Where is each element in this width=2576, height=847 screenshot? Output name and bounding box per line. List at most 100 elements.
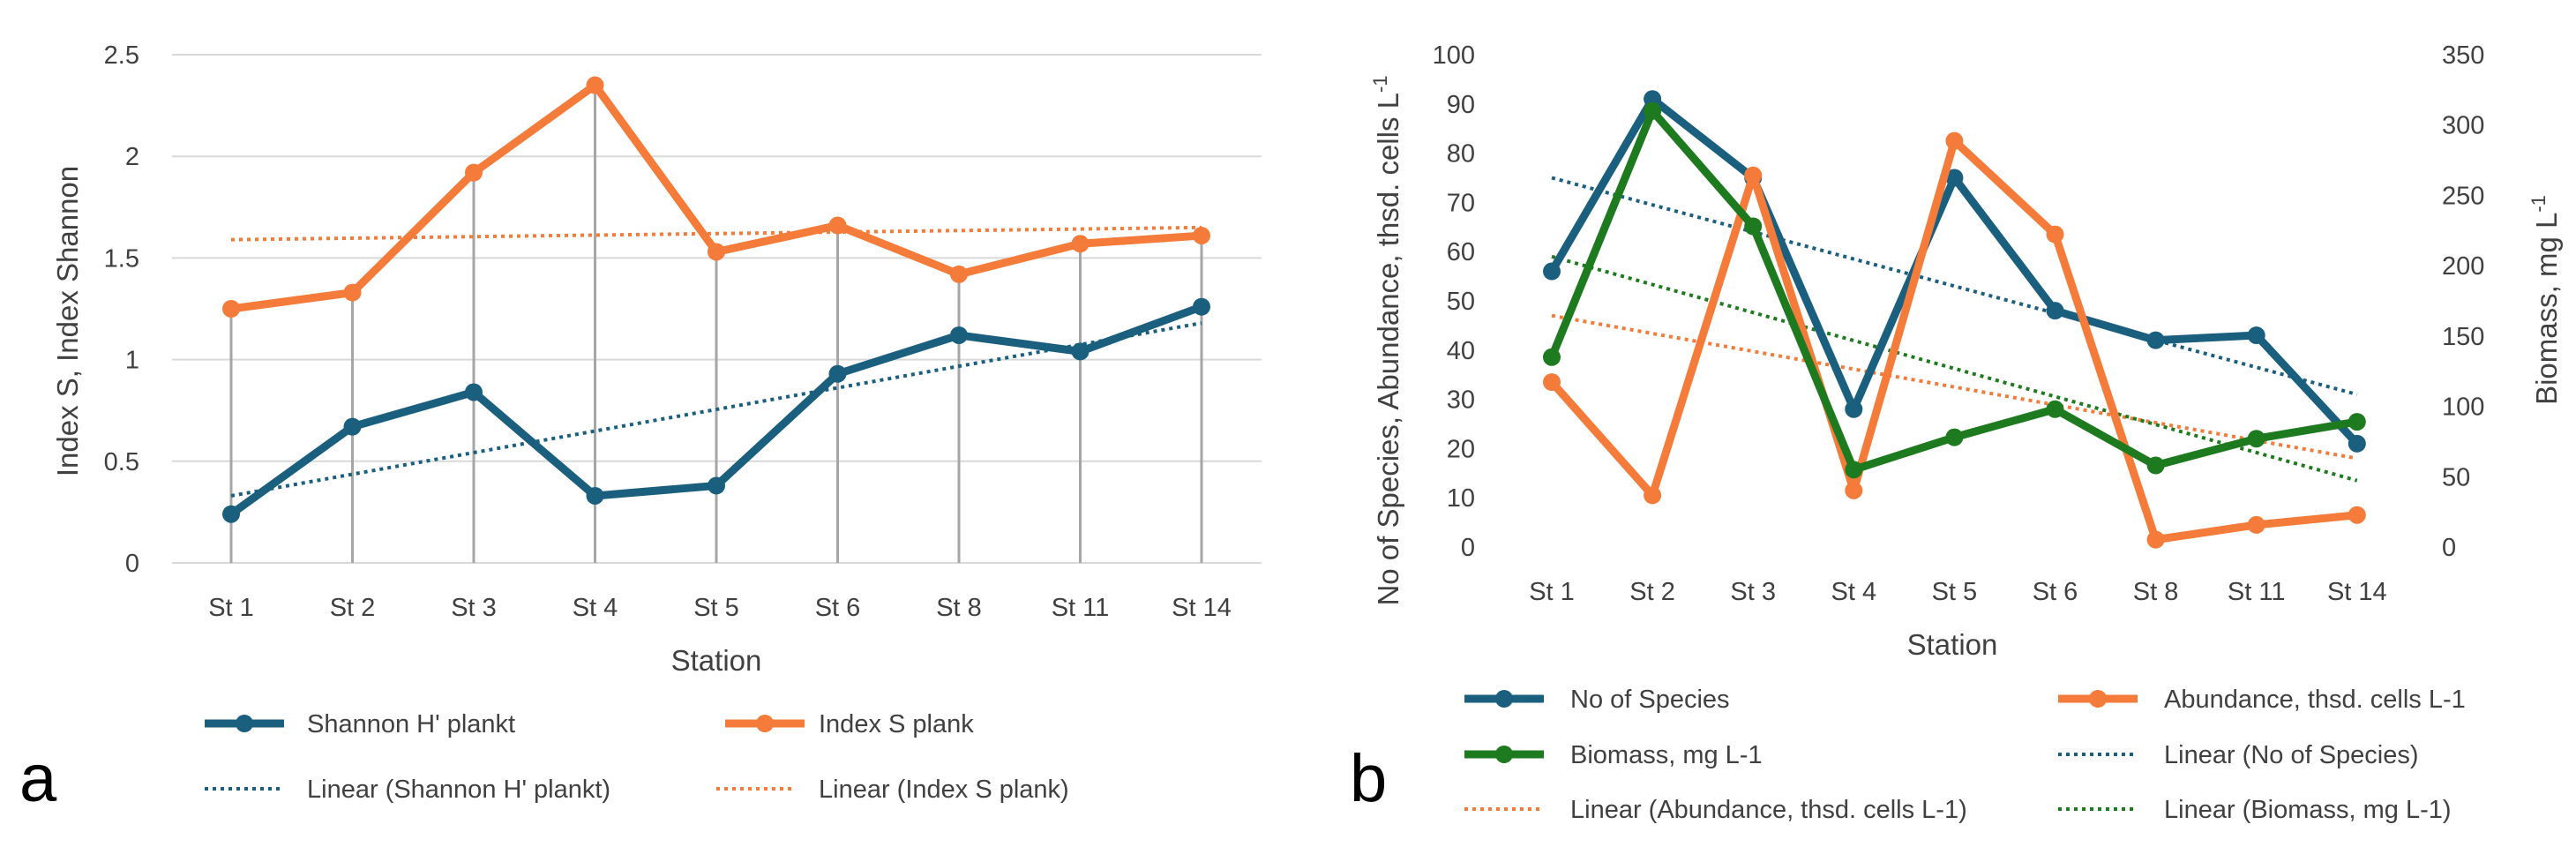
panel-b-point-biomass-mg-l-1-st-1	[1543, 348, 1561, 366]
panel-a-point-shannon-h-plankt-st-14	[1193, 297, 1210, 316]
panel-b-chart: 0 10 20 30 40 50 60 70 80 90 100 0 50 100 150 200 250 30…	[1350, 41, 2563, 824]
panel-a-point-index-s-plank-st-5	[708, 243, 725, 261]
panel-b-point-biomass-mg-l-1-st-4	[1845, 461, 1863, 479]
panel-a-y-tick-1: 1	[125, 347, 139, 375]
legend-marker-no-of-species	[1495, 690, 1513, 708]
panel-a-y-tick-2-5: 2.5	[104, 41, 139, 70]
panel-b-point-abundance-thsd-cells-l-1-st-5	[1945, 131, 1964, 150]
legend-item-no-of-species: No of Species	[1464, 686, 1730, 714]
panel-b-left-y-tick-labels: 0 10 20 30 40 50 60 70 80 90 100	[1433, 41, 1475, 562]
panel-a-point-shannon-h-plankt-st-8	[950, 326, 968, 344]
legend-label-biomass: Biomass, mg L-1	[1570, 741, 1763, 769]
panel-b-trendlines	[1551, 176, 2358, 483]
legend-marker-shannon	[236, 715, 253, 732]
panel-b-right-y-tick-50: 50	[2442, 463, 2470, 491]
panel-a-y-tick-0-5: 0.5	[104, 448, 139, 476]
panel-b-left-y-tick-20: 20	[1447, 435, 1475, 463]
panel-b-point-no-of-species-st-4	[1845, 400, 1863, 418]
panel-b-right-y-axis-title: Biomass, mg L-1	[2527, 195, 2563, 405]
panel-b-left-y-tick-80: 80	[1447, 140, 1475, 169]
panel-a-point-index-s-plank-st-1	[222, 300, 240, 318]
legend-marker-index-s	[756, 715, 774, 732]
legend-item-shannon: Shannon H' plankt	[205, 710, 515, 738]
panel-a-x-tick-st-1: St 1	[208, 594, 254, 622]
legend-label-linear-biomass: Linear (Biomass, mg L-1)	[2164, 796, 2452, 824]
legend-marker-biomass	[1495, 746, 1513, 763]
panel-a-x-tick-st-11: St 11	[1052, 594, 1110, 622]
panel-b-point-no-of-species-st-8	[2146, 331, 2165, 349]
panel-a-trendline-linear-index-s-plank	[230, 225, 1202, 242]
panel-a-point-shannon-h-plankt-st-3	[465, 383, 483, 401]
panel-b-point-no-of-species-st-11	[2247, 326, 2265, 345]
panel-a-trendline-linear-shannon-h-plankt	[230, 321, 1202, 498]
legend-item-biomass: Biomass, mg L-1	[1464, 741, 1763, 769]
panel-a-point-shannon-h-plankt-st-1	[222, 505, 240, 523]
panel-a-x-tick-st-2: St 2	[330, 594, 376, 622]
panel-a-y-tick-2: 2	[125, 143, 139, 171]
panel-a-label: a	[19, 741, 57, 816]
panel-b-point-biomass-mg-l-1-st-14	[2348, 413, 2366, 431]
panel-b-point-biomass-mg-l-1-st-2	[1644, 101, 1662, 120]
panel-b-legend: No of Species Abundance, thsd. cells L-1…	[1464, 686, 2466, 824]
legend-item-abundance: Abundance, thsd. cells L-1	[2058, 686, 2466, 714]
panel-a-trendlines	[230, 225, 1202, 498]
panel-b-left-y-tick-40: 40	[1447, 337, 1475, 365]
panel-b-point-biomass-mg-l-1-st-6	[2046, 400, 2064, 418]
legend-label-index-s: Index S plank	[819, 710, 974, 738]
panel-b-point-abundance-thsd-cells-l-1-st-11	[2247, 515, 2265, 534]
panel-b-x-tick-st-5: St 5	[1932, 578, 1978, 606]
panel-a-point-index-s-plank-st-8	[950, 265, 968, 283]
panel-a-point-index-s-plank-st-3	[465, 163, 483, 182]
panel-b-right-y-tick-labels: 0 50 100 150 200 250 300 350	[2442, 41, 2484, 562]
panel-a-point-index-s-plank-st-6	[828, 216, 847, 235]
panel-b-x-tick-st-1: St 1	[1529, 578, 1575, 606]
panel-b-x-tick-labels: St 1 St 2 St 3 St 4 St 5 St 6 St 8 St 11 St 14	[1529, 578, 2386, 606]
panel-a-y-tick-1-5: 1.5	[104, 244, 139, 273]
legend-label-no-of-species: No of Species	[1570, 686, 1730, 714]
panel-a-point-shannon-h-plankt-st-6	[828, 364, 847, 383]
panel-a-x-tick-st-3: St 3	[451, 594, 497, 622]
panel-b-point-no-of-species-st-6	[2046, 302, 2064, 320]
panel-b-point-abundance-thsd-cells-l-1-st-2	[1644, 486, 1662, 505]
panel-b-left-y-axis-title-sup: -1	[1369, 75, 1391, 93]
panel-a-x-tick-st-8: St 8	[936, 594, 982, 622]
legend-marker-abundance	[2089, 690, 2107, 708]
legend-label-linear-index-s: Linear (Index S plank)	[819, 776, 1069, 804]
panel-b-right-y-tick-250: 250	[2442, 182, 2484, 210]
panel-b-point-no-of-species-st-5	[1945, 169, 1964, 187]
panel-b-series-line-biomass-mg-l-1	[1547, 107, 2358, 474]
panel-b-point-biomass-mg-l-1-st-5	[1945, 428, 1964, 446]
panel-a-chart: 00.511.522.5 St 1 St 2 St 3 St 4 St 5 St 6 St …	[19, 41, 1262, 816]
panel-a-point-shannon-h-plankt-st-2	[343, 417, 362, 436]
panel-a-point-index-s-plank-st-14	[1193, 227, 1210, 245]
panel-b-left-y-tick-100: 100	[1433, 41, 1475, 70]
panel-a-y-tick-labels: 0 0.5 1 1.5 2 2.5	[104, 41, 139, 578]
panel-b-point-no-of-species-st-14	[2348, 434, 2366, 453]
panel-b-right-y-tick-0: 0	[2442, 534, 2456, 562]
panel-b-x-tick-st-2: St 2	[1629, 578, 1675, 606]
panel-b-x-tick-st-4: St 4	[1831, 578, 1877, 606]
panel-b-right-y-tick-100: 100	[2442, 394, 2484, 422]
panel-b-left-y-axis-title-main: No of Species, Abundance, thsd. cells L	[1372, 93, 1404, 606]
panel-b-series	[1543, 90, 2366, 549]
panel-b-label: b	[1350, 741, 1387, 816]
panel-a-point-shannon-h-plankt-st-11	[1071, 342, 1090, 361]
panel-a-legend: Shannon H' plankt Index S plank Linear (…	[205, 710, 1069, 804]
panel-b-x-tick-st-14: St 14	[2327, 578, 2387, 606]
panel-b-point-abundance-thsd-cells-l-1-st-14	[2348, 506, 2366, 524]
panel-b-right-y-tick-200: 200	[2442, 252, 2484, 281]
panel-b-x-tick-st-3: St 3	[1730, 578, 1776, 606]
panel-a-x-axis-title: Station	[671, 644, 762, 677]
panel-a-x-tick-st-5: St 5	[693, 594, 739, 622]
panel-b-right-y-axis-title-sup: -1	[2527, 195, 2550, 213]
panel-b-left-y-axis-title: No of Species, Abundance, thsd. cells L-…	[1369, 75, 1404, 605]
panel-b-x-tick-st-8: St 8	[2133, 578, 2179, 606]
panel-a-point-shannon-h-plankt-st-4	[586, 486, 604, 505]
panel-b-trendline-linear-no-of-species	[1551, 176, 2358, 396]
panel-a-y-tick-0: 0	[125, 550, 139, 578]
panel-b-point-biomass-mg-l-1-st-8	[2146, 456, 2165, 475]
panel-a-series	[222, 76, 1210, 523]
panel-b-trendline-linear-abundance-thsd-cells-l-1	[1551, 313, 2358, 461]
panel-a-point-shannon-h-plankt-st-5	[708, 476, 725, 495]
